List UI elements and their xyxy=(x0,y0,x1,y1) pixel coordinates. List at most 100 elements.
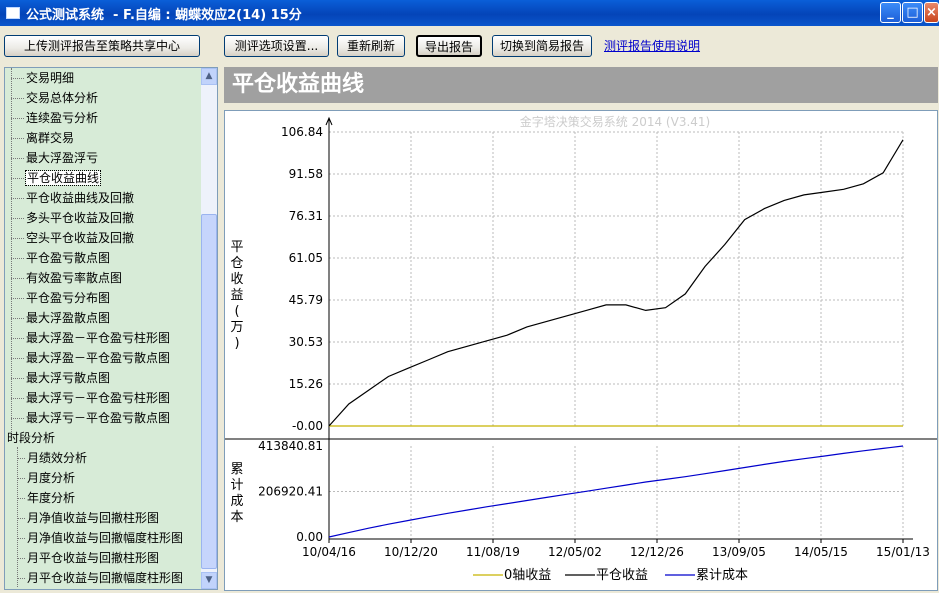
tree-item[interactable]: 年度分析 xyxy=(27,489,75,507)
tree-item[interactable]: 交易明细 xyxy=(26,69,74,87)
tree-item[interactable]: 最大浮亏－平仓盈亏柱形图 xyxy=(26,389,170,407)
y-tick-label: 61.05 xyxy=(289,251,323,265)
tree-item-label: 离群交易 xyxy=(26,131,75,145)
tree-connector xyxy=(11,298,24,299)
sidebar-scrollbar[interactable]: ▲ ▼ xyxy=(201,68,217,589)
lower-y-axis-label: 累计成本 xyxy=(230,462,243,525)
tree-item[interactable]: 平仓盈亏散点图 xyxy=(26,249,110,267)
legend-label: 平仓收益 xyxy=(596,568,648,583)
tree-item[interactable]: 时段分析 xyxy=(7,429,55,447)
tree-item[interactable]: 交易总体分析 xyxy=(26,89,98,107)
x-tick-label: 13/09/05 xyxy=(712,545,766,559)
page-title: 平仓收益曲线 xyxy=(224,67,938,103)
tree-item-label: 交易总体分析 xyxy=(26,91,99,105)
x-tick-label: 12/05/02 xyxy=(548,545,602,559)
tree-item[interactable]: 月净值收益与回撤柱形图 xyxy=(27,509,159,527)
tree-item[interactable]: 最大浮盈浮亏 xyxy=(26,149,98,167)
window-title: 公式测试系统 - F.自编 : 蝴蝶效应2(14) 15分 xyxy=(26,8,302,23)
tree-item[interactable]: 最大浮亏散点图 xyxy=(26,369,110,387)
scroll-up-button[interactable]: ▲ xyxy=(201,68,217,85)
tree-item[interactable]: 平仓收益曲线 xyxy=(24,169,102,187)
x-tick-label: 10/12/20 xyxy=(384,545,438,559)
tree-item-label: 月平仓收益与回撤柱形图 xyxy=(27,551,160,565)
close-button[interactable]: × xyxy=(924,2,939,23)
title-bar: 公式测试系统 - F.自编 : 蝴蝶效应2(14) 15分 _ □ × xyxy=(0,0,939,26)
y-tick-label: 45.79 xyxy=(289,293,323,307)
tree-item[interactable]: 平仓收益曲线及回撤 xyxy=(26,189,134,207)
tree-connector xyxy=(17,498,25,499)
tree-item[interactable]: 多头平仓收益及回撤 xyxy=(26,209,134,227)
maximize-button[interactable]: □ xyxy=(902,2,923,23)
tree-item-label: 最大浮盈浮亏 xyxy=(26,151,99,165)
tree-item[interactable]: 连续盈亏分析 xyxy=(26,109,98,127)
tree-connector xyxy=(11,178,24,179)
upload-report-button[interactable]: 上传测评报告至策略共享中心 xyxy=(4,35,200,57)
tree-item[interactable]: 空头平仓收益及回撤 xyxy=(26,229,134,247)
tree-connector xyxy=(11,398,24,399)
tree-item-label: 最大浮亏散点图 xyxy=(26,371,111,385)
tree-connector xyxy=(17,458,25,459)
refresh-button[interactable]: 重新刷新 xyxy=(337,35,405,57)
y-tick-label: 413840.81 xyxy=(258,439,323,453)
tree-connector xyxy=(11,358,24,359)
tree-item[interactable]: 月平仓收益与回撤柱形图 xyxy=(27,549,159,567)
x-tick-label: 11/08/19 xyxy=(466,545,520,559)
tree-connector xyxy=(11,198,24,199)
legend-label: 0轴收益 xyxy=(504,568,551,583)
chart-panel: 金字塔决策交易系统 2014 (V3.41) 10/04/16 10/12/20 11… xyxy=(224,110,938,591)
y-tick-label: 30.53 xyxy=(289,335,323,349)
report-tree: 交易明细交易总体分析 连续盈亏分析 离群交易最大浮盈浮亏平仓收益曲线平仓收益曲线及回… xyxy=(4,67,218,590)
y-tick-label: 76.31 xyxy=(289,209,323,223)
tree-item-label: 月净值收益与回撤幅度柱形图 xyxy=(27,531,184,545)
tree-item[interactable]: 平仓盈亏分布图 xyxy=(26,289,110,307)
tree-connector xyxy=(17,558,25,559)
scroll-thumb[interactable] xyxy=(201,214,217,569)
minimize-button[interactable]: _ xyxy=(880,2,901,23)
tree-item-label: 最大浮亏－平仓盈亏散点图 xyxy=(26,411,171,425)
x-tick-label: 15/01/13 xyxy=(876,545,930,559)
tree-connector xyxy=(11,158,24,159)
tree-item-label: 月度分析 xyxy=(27,471,76,485)
y-axis-arrow xyxy=(325,116,333,126)
tree-item[interactable]: 最大浮盈－平仓盈亏柱形图 xyxy=(26,329,170,347)
y-tick-label: 106.84 xyxy=(281,125,323,139)
tree-connector xyxy=(11,318,24,319)
scroll-down-button[interactable]: ▼ xyxy=(201,572,217,589)
tree-item-label: 连续盈亏分析 xyxy=(26,111,99,125)
tree-item-label: 最大浮亏－平仓盈亏柱形图 xyxy=(26,391,171,405)
app-icon xyxy=(6,7,20,19)
tree-item[interactable]: 月绩效分析 xyxy=(27,449,87,467)
tree-connector xyxy=(11,378,24,379)
series-close-profit-line xyxy=(328,139,904,427)
x-tick-label: 10/04/16 xyxy=(302,545,356,559)
switch-simple-report-button[interactable]: 切换到简易报告 xyxy=(492,35,592,57)
tree-item-label: 月平仓收益与回撤幅度柱形图 xyxy=(27,571,184,585)
tree-item-label: 月绩效分析 xyxy=(27,451,88,465)
tree-item-label: 最大浮盈－平仓盈亏柱形图 xyxy=(26,331,171,345)
tree-item-label: 有效盈亏率散点图 xyxy=(26,271,123,285)
tree-item-label: 交易明细 xyxy=(26,71,75,85)
y-tick-label: -0.00 xyxy=(292,419,323,433)
options-button[interactable]: 测评选项设置... xyxy=(224,35,329,57)
help-link[interactable]: 测评报告使用说明 xyxy=(604,39,701,53)
tree-connector xyxy=(11,78,24,79)
tree-item[interactable]: 月平仓收益与回撤幅度柱形图 xyxy=(27,569,183,587)
tree-item[interactable]: 离群交易 xyxy=(26,129,74,147)
x-tick-label: 14/05/15 xyxy=(794,545,848,559)
tree-connector xyxy=(11,218,24,219)
series-cumulative-cost-line xyxy=(328,445,904,538)
export-button[interactable]: 导出报告 xyxy=(416,35,482,57)
tree-connector xyxy=(11,68,12,438)
tree-item[interactable]: 月度分析 xyxy=(27,469,75,487)
tree-item[interactable]: 最大浮亏－平仓盈亏散点图 xyxy=(26,409,170,427)
tree-connector xyxy=(11,138,24,139)
tree-item[interactable]: 月净值收益与回撤幅度柱形图 xyxy=(27,529,183,547)
tree-item-label: 最大浮盈－平仓盈亏散点图 xyxy=(26,351,171,365)
tree-connector xyxy=(11,258,24,259)
tree-connector xyxy=(17,447,18,587)
y-tick-label: 0.00 xyxy=(296,530,323,544)
tree-connector xyxy=(11,118,24,119)
tree-item[interactable]: 最大浮盈散点图 xyxy=(26,309,110,327)
tree-item[interactable]: 最大浮盈－平仓盈亏散点图 xyxy=(26,349,170,367)
tree-item[interactable]: 有效盈亏率散点图 xyxy=(26,269,122,287)
